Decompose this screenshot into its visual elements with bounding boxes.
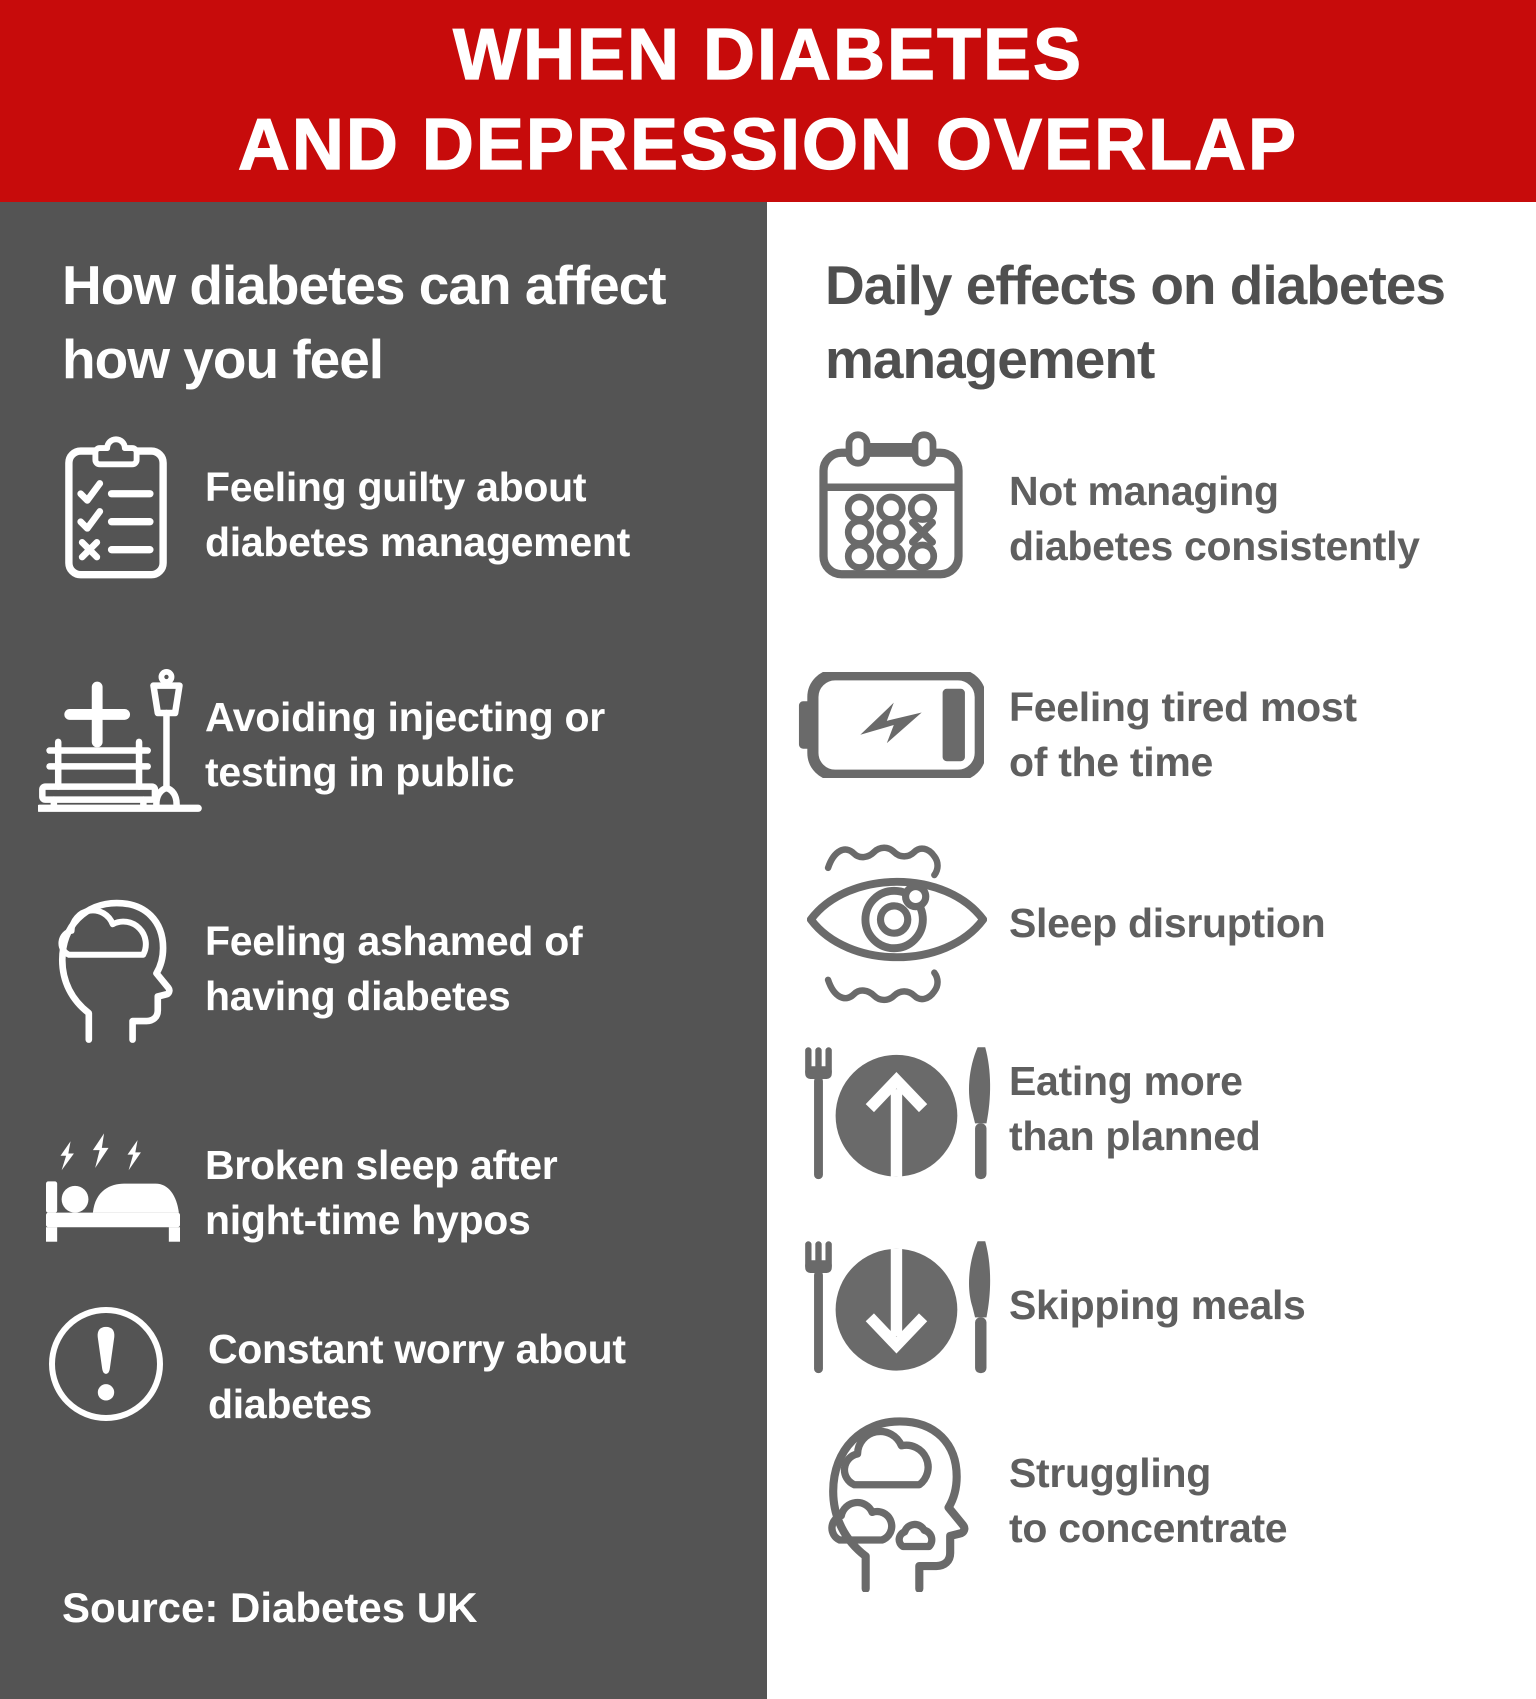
item-text: Broken sleep after night-time hypos [205, 1142, 558, 1243]
sleepless-eye-icon [807, 844, 987, 1004]
right-panel-heading: Daily effects on diabetes management [825, 254, 1446, 390]
calendar-missed-days-icon [819, 431, 963, 579]
page-title: WHEN DIABETES AND DEPRESSION OVERLAP [237, 14, 1299, 185]
item-text: Avoiding injecting or testing in public [205, 694, 605, 795]
left-panel-heading: How diabetes can affect how you feel [62, 254, 667, 390]
plate-arrow-up-icon [805, 1047, 991, 1180]
item-text: Feeling guilty about diabetes management [205, 464, 630, 565]
item-text: Feeling tired most of the time [1009, 684, 1357, 785]
item-text: Constant worry about diabetes [208, 1326, 626, 1427]
exclamation-circle-icon [49, 1307, 163, 1421]
head-cloud-icon [58, 899, 173, 1043]
clipboard-checklist-icon [65, 436, 167, 579]
right-panel: Daily effects on diabetes management [767, 202, 1536, 1699]
header-banner: WHEN DIABETES AND DEPRESSION OVERLAP [0, 0, 1536, 202]
injecting-in-public-bench-icon [38, 668, 202, 812]
broken-sleep-bed-icon [46, 1133, 180, 1242]
item-text: Not managing diabetes consistently [1009, 468, 1420, 569]
item-text: Feeling ashamed of having diabetes [205, 918, 583, 1019]
item-text: Sleep disruption [1009, 900, 1326, 946]
source-credit: Source: Diabetes UK [62, 1584, 478, 1631]
low-battery-icon [798, 672, 984, 778]
plate-arrow-down-icon [805, 1241, 991, 1374]
item-text: Eating more than planned [1009, 1058, 1261, 1159]
head-clouds-icon [828, 1417, 969, 1592]
item-text: Skipping meals [1009, 1282, 1306, 1328]
item-text: Struggling to concentrate [1009, 1450, 1288, 1551]
left-panel: How diabetes can affect how you feel Fee… [0, 202, 767, 1699]
